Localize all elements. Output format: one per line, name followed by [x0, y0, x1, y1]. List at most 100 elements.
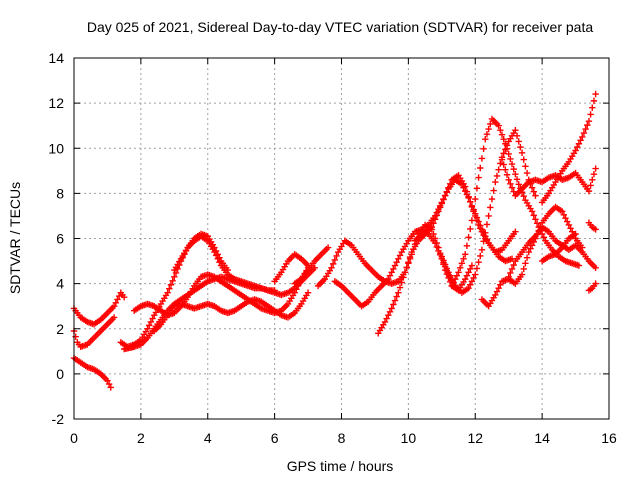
series-arc-i — [271, 251, 312, 285]
data-point — [493, 172, 501, 180]
data-point — [212, 252, 220, 259]
data-point — [166, 285, 173, 292]
data-point — [391, 297, 399, 304]
data-point — [104, 377, 111, 384]
data-point — [328, 264, 335, 272]
y-tick-label: 8 — [56, 185, 64, 201]
data-point — [110, 302, 118, 310]
data-point — [523, 169, 531, 177]
x-tick-label: 4 — [204, 430, 212, 446]
data-point — [149, 315, 156, 322]
y-tick-label: 0 — [56, 366, 64, 382]
data-point — [512, 170, 519, 178]
data-point — [433, 243, 440, 251]
data-point — [473, 214, 481, 221]
data-point — [386, 308, 394, 316]
y-tick-label: 2 — [56, 321, 64, 337]
data-point — [440, 257, 447, 264]
data-point — [383, 315, 390, 322]
data-point — [451, 275, 459, 283]
data-point — [478, 246, 486, 253]
data-point — [592, 90, 599, 98]
data-point — [465, 284, 472, 292]
data-point — [462, 275, 469, 283]
data-point — [395, 289, 402, 296]
data-point — [572, 147, 579, 154]
x-axis-label: GPS time / hours — [287, 458, 394, 474]
data-point — [475, 218, 482, 225]
data-point — [472, 210, 479, 217]
data-point — [433, 209, 440, 216]
data-point — [441, 261, 449, 268]
data-point — [457, 264, 464, 272]
data-point — [585, 187, 593, 195]
data-point — [472, 195, 479, 203]
data-point — [565, 221, 573, 229]
data-point — [450, 279, 457, 286]
data-point — [440, 195, 447, 203]
data-point — [458, 260, 466, 267]
data-point — [431, 239, 439, 247]
series-arc-r — [498, 156, 599, 199]
data-point — [508, 184, 516, 191]
data-point — [390, 265, 397, 273]
data-point — [487, 120, 494, 128]
series-arc-p — [448, 115, 583, 290]
data-point — [520, 192, 527, 200]
data-point — [467, 198, 474, 206]
data-point — [495, 122, 502, 129]
data-point — [467, 225, 474, 233]
data-point — [495, 166, 502, 173]
data-points — [70, 90, 599, 391]
data-point — [582, 125, 589, 133]
data-point — [507, 155, 514, 163]
data-point — [388, 269, 395, 276]
data-point — [575, 262, 583, 269]
data-point — [527, 245, 534, 252]
data-point — [446, 272, 454, 279]
data-point — [530, 188, 537, 195]
data-point — [214, 255, 221, 263]
data-point — [478, 155, 486, 162]
data-point — [400, 274, 407, 281]
data-point — [487, 204, 494, 211]
data-point — [560, 211, 568, 219]
data-point — [518, 271, 526, 278]
y-tick-label: 4 — [56, 276, 64, 292]
data-point — [585, 117, 593, 125]
data-point — [483, 236, 491, 243]
data-point — [485, 212, 492, 220]
data-point — [589, 104, 596, 111]
data-point — [490, 187, 497, 194]
data-point — [522, 163, 529, 170]
data-point — [331, 256, 339, 264]
data-point — [470, 206, 477, 213]
data-point — [396, 252, 404, 259]
data-point — [508, 265, 516, 273]
data-point — [507, 180, 514, 187]
data-point — [577, 137, 584, 144]
data-point — [512, 127, 519, 134]
x-tick-label: 8 — [338, 430, 346, 446]
series-arc-s — [505, 224, 599, 281]
data-point — [147, 318, 155, 326]
x-tick-label: 12 — [467, 430, 483, 446]
data-point — [523, 254, 531, 261]
data-point — [393, 258, 400, 266]
data-point — [513, 132, 521, 140]
data-point — [497, 127, 504, 134]
data-point — [477, 164, 484, 172]
data-point — [431, 212, 439, 220]
series-arc-j — [291, 244, 332, 287]
data-point — [448, 282, 456, 290]
data-point — [401, 269, 409, 276]
data-point — [477, 222, 484, 229]
data-point — [495, 284, 502, 292]
y-tick-label: 10 — [48, 140, 64, 156]
data-point — [482, 229, 489, 237]
data-point — [171, 273, 178, 281]
data-point — [505, 273, 512, 281]
series-arc-t — [538, 90, 599, 206]
data-point — [488, 195, 496, 203]
data-point — [513, 176, 521, 183]
